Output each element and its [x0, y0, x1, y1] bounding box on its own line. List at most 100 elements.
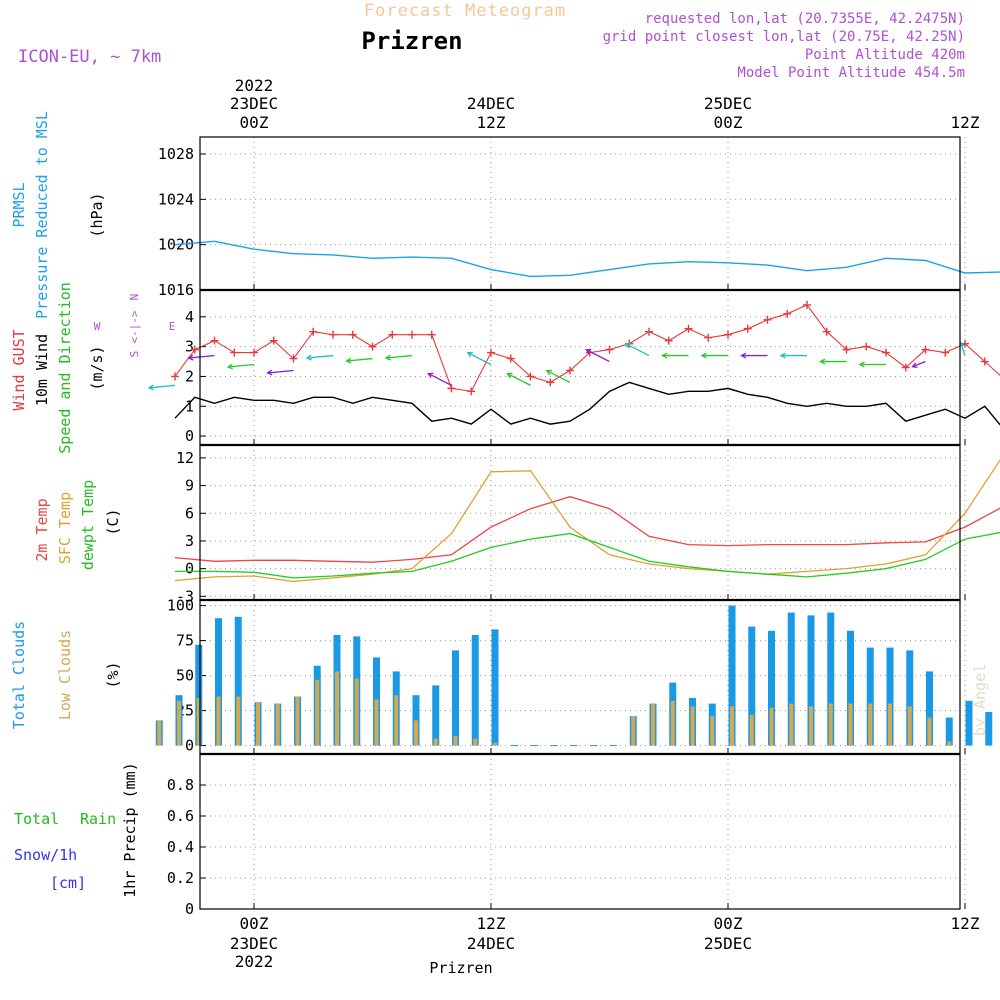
- gust-point: [467, 387, 476, 396]
- panel-temp: -3 0 3 6 9 12: [174, 445, 1000, 605]
- low-cloud-bar: [927, 717, 932, 746]
- low-cloud-bar: [809, 706, 813, 746]
- gust-point: [605, 345, 614, 354]
- total-cloud-bar: [491, 629, 499, 746]
- gust-point: [704, 333, 713, 342]
- wind-arrow-head: [345, 357, 352, 364]
- ytick-label-precip: 0.6: [167, 807, 194, 825]
- prmsl-label: PRMSL: [10, 182, 28, 227]
- wind-arrow-head: [427, 372, 434, 379]
- low-cloud-bar: [354, 678, 359, 746]
- low-cloud-bar: [690, 706, 695, 746]
- low-clouds-label: Low Clouds: [56, 630, 74, 720]
- gust-point: [783, 309, 792, 318]
- total-cloud-bar: [215, 618, 222, 746]
- low-cloud-bar: [473, 738, 478, 746]
- low-cloud-bar: [888, 703, 892, 746]
- low-cloud-bar: [631, 716, 636, 746]
- low-cloud-bar: [651, 703, 655, 746]
- compass-arrow: <-|->: [128, 310, 141, 343]
- gust-point: [269, 336, 278, 345]
- clouds-unit-label: (%): [104, 661, 122, 688]
- top-time-tick: 00Z: [714, 113, 743, 132]
- ytick-label-temp: 3: [185, 532, 194, 550]
- low-cloud-bar: [493, 742, 497, 746]
- watermark: by Angel: [971, 664, 989, 736]
- total-cloud-bar: [807, 615, 815, 746]
- ytick-label-clouds: 0: [185, 737, 194, 755]
- total-cloud-bar: [768, 630, 775, 746]
- wind-arrow: [625, 343, 650, 357]
- gust-point: [506, 354, 515, 363]
- gust-point: [309, 327, 318, 336]
- panel-precip: 0 0.2 0.4 0.6 0.8: [167, 754, 966, 918]
- low-cloud-bar: [453, 735, 458, 746]
- frame-wind: [199, 289, 961, 446]
- low-cloud-bar: [256, 702, 260, 746]
- point-altitude: Point Altitude 420m: [805, 47, 965, 63]
- gust-point: [210, 336, 219, 345]
- model-altitude: Model Point Altitude 454.5m: [737, 65, 965, 81]
- wind-arrow: [267, 369, 294, 374]
- wind-arrow-head: [858, 361, 865, 368]
- gust-point: [250, 348, 258, 357]
- rain-label: Rain: [80, 810, 116, 828]
- wind-arrow: [346, 357, 373, 362]
- gust-point: [842, 345, 851, 354]
- low-cloud-bar: [730, 706, 734, 746]
- top-date-1: 23DEC: [230, 94, 278, 113]
- wind-arrow-head: [305, 354, 312, 361]
- total-cloud-bar: [827, 612, 835, 746]
- gust-point: [427, 330, 436, 339]
- bottom-time-tick: 12Z: [477, 914, 506, 933]
- wind-arrow-head: [147, 384, 154, 391]
- gust-point: [743, 324, 752, 333]
- low-cloud-bar: [236, 696, 241, 746]
- wind-10m-label: 10m Wind: [33, 334, 51, 406]
- total-cloud-bar: [906, 650, 914, 746]
- low-cloud-bar: [394, 695, 399, 746]
- pressure-msl-label: Pressure Reduced to MSL: [33, 111, 51, 319]
- footer-location: Prizren: [429, 959, 492, 977]
- bottom-time-tick: 12Z: [951, 914, 980, 933]
- low-cloud-bar: [828, 703, 833, 746]
- total-cloud-bar: [452, 650, 459, 746]
- top-time-tick: 00Z: [240, 113, 269, 132]
- wind-line: [174, 381, 1000, 426]
- top-date-2: 24DEC: [467, 94, 515, 113]
- compass-e: E: [169, 320, 176, 333]
- snow-unit-label: [cm]: [50, 874, 86, 892]
- total-label: Total: [14, 810, 59, 828]
- low-cloud-bar: [315, 679, 320, 746]
- gust-point: [941, 348, 950, 357]
- grid-point-coords: grid point closest lon,lat (20.75E, 42.2…: [603, 29, 965, 45]
- low-cloud-bar: [947, 741, 952, 746]
- total-cloud-bar: [195, 644, 203, 746]
- dewpt-label: dewpt Temp: [79, 480, 97, 570]
- total-cloud-bar: [847, 630, 854, 746]
- compass-n: N: [128, 294, 141, 301]
- gust-point: [980, 357, 989, 366]
- wind-arrow: [546, 370, 571, 383]
- ytick-label-temp: 12: [176, 449, 194, 467]
- bottom-time-tick: 00Z: [714, 914, 743, 933]
- precip-unit-label: 1hr Precip (mm): [121, 762, 139, 897]
- compass-rose: N <-|-> S W E: [94, 294, 176, 358]
- low-cloud-bar: [414, 720, 418, 746]
- ytick-label-wind: 3: [185, 338, 194, 356]
- wind-arrow-head: [545, 369, 552, 376]
- gust-point: [862, 342, 871, 351]
- total-cloud-bar: [471, 635, 479, 746]
- wind-arrow-head: [187, 354, 194, 361]
- total-cloud-bar: [945, 717, 953, 746]
- gust-point: [408, 330, 416, 339]
- wind-arrow-head: [226, 363, 233, 370]
- bottom-date-1: 23DEC: [230, 934, 278, 953]
- wind-speed-dir-label: Speed and Direction: [56, 282, 74, 454]
- gust-point: [526, 372, 535, 381]
- wind-arrow-head: [266, 369, 273, 376]
- total-cloud-bar: [234, 616, 242, 746]
- total-cloud-bar: [926, 671, 933, 746]
- low-cloud-bar: [433, 738, 438, 746]
